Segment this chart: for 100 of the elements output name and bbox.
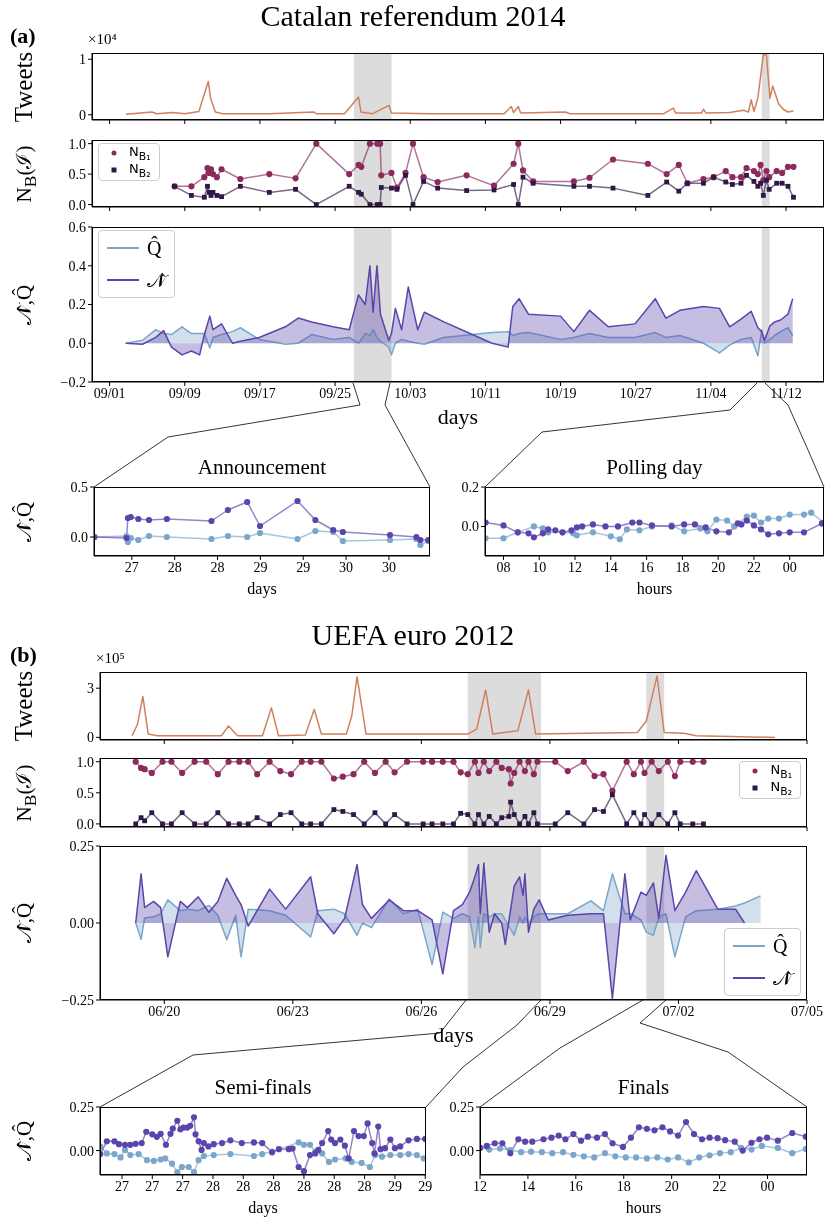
y-axis-title: 𝒩̂,Q̂: [11, 1119, 37, 1164]
x-tick-label: 10: [532, 559, 547, 575]
x-tick-label: 29: [418, 1178, 433, 1194]
y-axis-title: Tweets: [10, 51, 37, 122]
y-tick-label: 1.0: [76, 754, 94, 770]
y-tick-label: 1: [79, 52, 86, 68]
y-tick-label: 0.5: [68, 167, 86, 183]
y-tick-label: 0.2: [68, 297, 86, 313]
y-tick-label: 0.25: [449, 1099, 474, 1115]
x-tick-label: 06/26: [405, 1003, 438, 1019]
x-tick-label: 14: [603, 559, 618, 575]
y-tick-label: 0.6: [68, 219, 86, 235]
legend-label: N$_{B₂}$: [129, 161, 151, 180]
y-tick-label: 0.25: [69, 1099, 94, 1115]
chart-title: Semi-finals: [213, 1075, 313, 1100]
x-tick-label: 28: [327, 1178, 342, 1194]
y-tick-label: 0.25: [69, 838, 94, 854]
x-tick-label: 27: [124, 559, 139, 575]
x-tick-label: 16: [568, 1178, 583, 1194]
y-axis-title: Tweets: [10, 670, 37, 742]
x-tick-label: 22: [746, 559, 761, 575]
x-tick-label: 07/05: [791, 1003, 823, 1019]
y-tick-label: 0.0: [70, 529, 88, 545]
y-tick-label: 0.0: [76, 816, 94, 832]
x-tick-label: 11/12: [770, 385, 802, 401]
x-tick-label: 29: [387, 1178, 402, 1194]
x-tick-label: 06/29: [533, 1003, 566, 1019]
y-tick-label: 0.0: [68, 336, 86, 352]
x-tick-label: 12: [568, 559, 583, 575]
x-tick-label: 00: [782, 559, 797, 575]
y-tick-label: 0.0: [461, 519, 479, 535]
y-tick-label: 0: [79, 107, 86, 123]
x-tick-label: 20: [664, 1178, 679, 1194]
x-axis-title: hours: [624, 1199, 663, 1217]
x-tick-label: 16: [639, 559, 654, 575]
x-tick-label: 06/20: [148, 1003, 181, 1019]
x-tick-label: 08: [496, 559, 511, 575]
text: N$_{B₁}$: [129, 144, 151, 163]
y-tick-label: 0.00: [69, 1143, 94, 1159]
x-tick-label: 06/23: [276, 1003, 309, 1019]
x-tick-label: 28: [357, 1178, 372, 1194]
y-axis-title: 𝒩̂,Q̂: [11, 500, 37, 544]
x-tick-label: 27: [145, 1178, 160, 1194]
y-axis-title: 𝒩̂,Q̂: [11, 901, 37, 946]
x-axis-title: days: [246, 580, 278, 598]
x-tick-label: 10/19: [544, 385, 577, 401]
x-tick-label: 28: [236, 1178, 251, 1194]
text: ×10⁴: [88, 31, 117, 48]
chart-title: Finals: [616, 1075, 671, 1100]
x-axis-title: days: [432, 1022, 475, 1048]
x-tick-label: 10/27: [619, 385, 652, 401]
y-tick-label: −0.2: [60, 374, 86, 390]
x-tick-label: 22: [712, 1178, 727, 1194]
x-tick-label: 07/02: [662, 1003, 695, 1019]
text: ×10⁵: [96, 650, 125, 667]
x-tick-label: 28: [167, 559, 182, 575]
x-tick-label: 09/17: [243, 385, 276, 401]
legend-label: N$_{B₂}$: [770, 779, 792, 798]
y-tick-label: 1.0: [68, 136, 86, 152]
text: N$_{B₁}$: [770, 762, 792, 781]
x-tick-label: 29: [296, 559, 311, 575]
x-axis-title: days: [436, 404, 480, 430]
x-tick-label: 18: [675, 559, 690, 575]
y-tick-label: 0.4: [68, 258, 86, 274]
x-tick-label: 00: [760, 1178, 775, 1194]
y-tick-label: 0.5: [76, 785, 94, 801]
x-tick-label: 28: [205, 1178, 220, 1194]
chart-title: Catalan referendum 2014: [260, 0, 566, 32]
x-tick-label: 28: [296, 1178, 311, 1194]
legend-label: Q̂: [147, 236, 162, 260]
x-tick-label: 30: [339, 559, 354, 575]
x-tick-label: 09/25: [319, 385, 352, 401]
y-tick-label: 0.00: [449, 1143, 474, 1159]
x-tick-label: 09/01: [93, 385, 126, 401]
chart-title: Announcement: [196, 455, 328, 480]
text: (a): [10, 23, 36, 49]
y-tick-label: 0.5: [70, 479, 88, 495]
x-tick-label: 10/03: [394, 385, 427, 401]
y-tick-label: 0.00: [69, 915, 94, 931]
y-tick-label: 3: [87, 681, 94, 697]
x-tick-label: 27: [114, 1178, 129, 1194]
x-tick-label: 12: [473, 1178, 487, 1194]
y-tick-label: 0: [87, 730, 94, 746]
x-tick-label: 18: [616, 1178, 631, 1194]
x-tick-label: 28: [266, 1178, 281, 1194]
y-tick-label: 0.0: [68, 197, 86, 213]
x-tick-label: 29: [253, 559, 268, 575]
legend-label: Q̂: [773, 934, 788, 958]
y-axis-title: 𝒩̂,Q̂: [11, 283, 37, 327]
x-tick-label: 28: [210, 559, 225, 575]
x-tick-label: 11/04: [695, 385, 727, 401]
chart-title: Polling day: [605, 455, 704, 480]
x-axis-title: days: [247, 1199, 279, 1217]
x-tick-label: 14: [520, 1178, 535, 1194]
y-tick-label: −0.25: [61, 992, 94, 1008]
text: (b): [10, 642, 37, 668]
chart-title: UEFA euro 2012: [311, 618, 515, 651]
x-tick-label: 20: [711, 559, 726, 575]
y-tick-label: 0.2: [461, 479, 479, 495]
x-axis-title: hours: [635, 580, 674, 598]
